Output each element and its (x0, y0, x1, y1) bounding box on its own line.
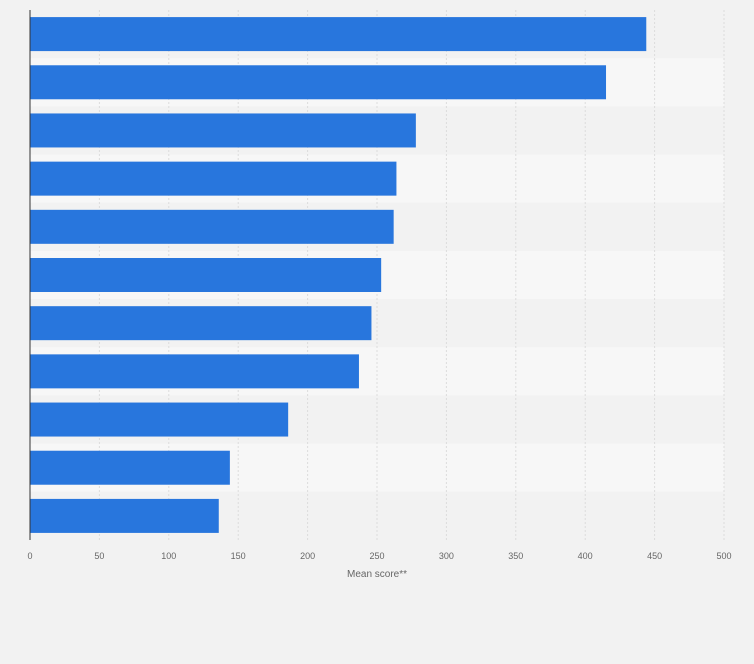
x-tick-label: 400 (578, 551, 593, 561)
bar (30, 17, 647, 52)
x-axis-label: Mean score** (347, 569, 407, 580)
bars (30, 17, 647, 533)
x-tick-label: 450 (647, 551, 662, 561)
x-tick-label: 200 (300, 551, 315, 561)
x-tick-label: 300 (439, 551, 454, 561)
x-tick-label: 500 (716, 551, 731, 561)
bar (30, 65, 607, 100)
bar (30, 450, 230, 485)
x-tick-label: 100 (161, 551, 176, 561)
x-tick-label: 250 (369, 551, 384, 561)
bar (30, 258, 382, 292)
bar (30, 498, 219, 533)
bar (30, 306, 372, 341)
x-tick-label: 350 (508, 551, 523, 561)
bar (30, 161, 397, 196)
x-tick-label: 0 (27, 551, 32, 561)
bar (30, 402, 289, 437)
x-tick-label: 150 (231, 551, 246, 561)
bar (30, 354, 359, 389)
x-tick-label: 50 (94, 551, 104, 561)
bar (30, 113, 416, 148)
bar (30, 209, 394, 244)
x-tick-labels: 0 50 100 150 200 250 300 350 400 450 500 (27, 551, 731, 561)
